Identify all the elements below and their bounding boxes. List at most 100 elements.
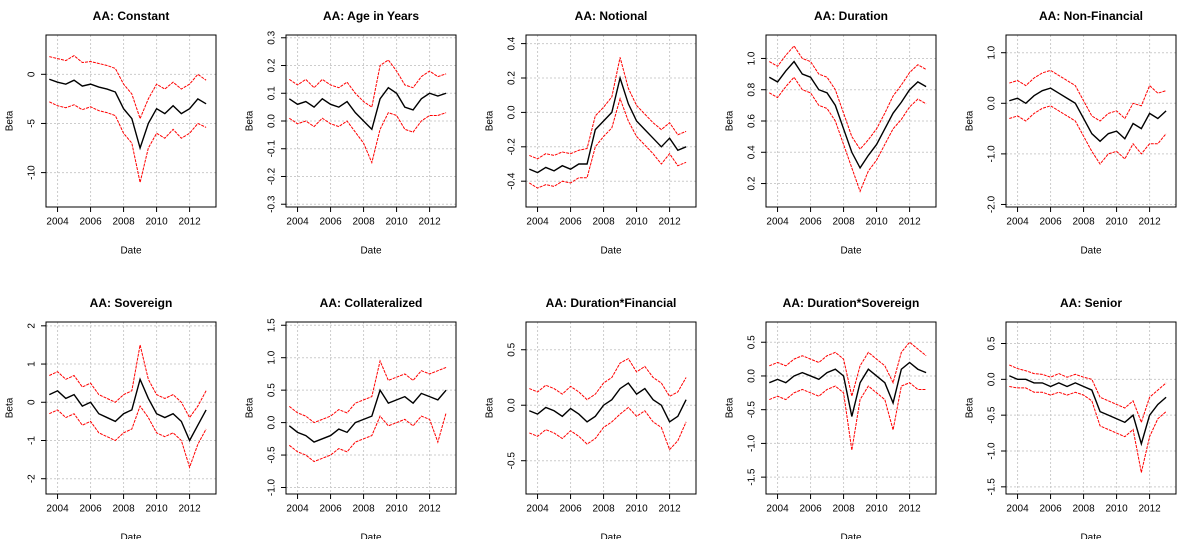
panel-title: AA: Duration*Sovereign <box>783 296 920 310</box>
series-line <box>529 75 687 174</box>
plot-frame <box>525 34 697 208</box>
y-tick-label: 1.5 <box>267 318 278 332</box>
series-line <box>1009 364 1167 424</box>
plot-frame <box>765 321 937 495</box>
x-tick-label: 2012 <box>658 504 681 515</box>
panel-title: AA: Notional <box>575 9 648 23</box>
y-tick-label: -10 <box>27 165 38 180</box>
y-axis-label: Beta <box>245 110 256 131</box>
x-axis-label: Date <box>120 246 142 257</box>
y-tick-label: -1.5 <box>987 478 998 496</box>
y-tick-label: 0.8 <box>747 82 758 96</box>
x-axis-label: Date <box>600 246 622 257</box>
series-line <box>49 344 207 419</box>
x-tick-label: 2008 <box>112 504 135 515</box>
series-line <box>1009 87 1167 143</box>
y-tick-label: -0.5 <box>747 401 758 419</box>
y-tick-label: -1.0 <box>987 145 998 163</box>
y-tick-label: 0.3 <box>267 30 278 44</box>
x-tick-label: 2010 <box>625 504 648 515</box>
x-tick-label: 2006 <box>559 504 582 515</box>
y-tick-label: 0.0 <box>507 398 518 412</box>
y-tick-label: -2.0 <box>987 195 998 213</box>
y-axis-label: Beta <box>5 397 16 418</box>
plot-frame <box>45 321 217 495</box>
x-tick-label: 2010 <box>385 217 408 228</box>
panel-title: AA: Duration <box>814 9 888 23</box>
y-tick-label: 0.0 <box>267 415 278 429</box>
y-tick-label: -0.5 <box>507 452 518 470</box>
y-tick-label: 1.0 <box>747 51 758 65</box>
x-tick-label: 2006 <box>559 217 582 228</box>
y-tick-label: 0.0 <box>747 369 758 383</box>
x-tick-label: 2006 <box>799 504 822 515</box>
x-tick-label: 2012 <box>898 504 921 515</box>
y-tick-label: 0.4 <box>747 145 758 159</box>
x-tick-label: 2004 <box>46 217 69 228</box>
plot-frame <box>285 321 457 495</box>
y-tick-label: 0.0 <box>987 372 998 386</box>
x-tick-label: 2010 <box>385 504 408 515</box>
x-tick-label: 2004 <box>766 504 789 515</box>
x-axis-label: Date <box>1080 533 1102 539</box>
series-line <box>769 45 927 150</box>
series-line <box>529 406 687 451</box>
panel-title: AA: Constant <box>93 9 170 23</box>
x-tick-label: 2012 <box>178 504 201 515</box>
x-tick-label: 2010 <box>145 217 168 228</box>
plot-frame <box>285 34 457 208</box>
y-axis-label: Beta <box>485 110 496 131</box>
y-tick-label: 0.5 <box>267 383 278 397</box>
y-tick-label: -1 <box>27 436 38 445</box>
y-tick-label: -0.1 <box>267 140 278 158</box>
y-tick-label: 2 <box>27 323 38 329</box>
x-tick-label: 2008 <box>592 217 615 228</box>
y-tick-label: -1.0 <box>747 434 758 452</box>
x-axis-label: Date <box>1080 246 1102 257</box>
x-axis-label: Date <box>840 533 862 539</box>
y-tick-label: -1.0 <box>267 478 278 496</box>
x-tick-label: 2004 <box>286 217 309 228</box>
y-tick-label: -1.5 <box>747 468 758 486</box>
x-tick-label: 2012 <box>1138 504 1161 515</box>
y-tick-label: -0.5 <box>987 406 998 424</box>
x-tick-label: 2010 <box>1105 217 1128 228</box>
y-tick-label: 0.2 <box>507 71 518 85</box>
x-tick-label: 2008 <box>352 217 375 228</box>
panel-title: AA: Senior <box>1060 296 1122 310</box>
panel-title: AA: Age in Years <box>323 9 419 23</box>
x-tick-label: 2004 <box>1006 504 1029 515</box>
x-tick-label: 2006 <box>799 217 822 228</box>
y-tick-label: 0.4 <box>507 36 518 50</box>
x-tick-label: 2004 <box>526 504 549 515</box>
y-axis-label: Beta <box>965 110 976 131</box>
y-axis-label: Beta <box>485 397 496 418</box>
x-tick-label: 2008 <box>832 504 855 515</box>
series-line <box>529 97 687 189</box>
x-tick-label: 2008 <box>352 504 375 515</box>
x-tick-label: 2008 <box>1072 504 1095 515</box>
y-axis-label: Beta <box>725 397 736 418</box>
y-tick-label: 0.5 <box>747 335 758 349</box>
x-tick-label: 2010 <box>145 504 168 515</box>
series-line <box>769 361 927 417</box>
x-tick-label: 2006 <box>319 217 342 228</box>
y-axis-label: Beta <box>965 397 976 418</box>
y-tick-label: 0.0 <box>267 114 278 128</box>
x-tick-label: 2012 <box>1138 217 1161 228</box>
y-tick-label: 1.0 <box>267 350 278 364</box>
y-tick-label: 0.2 <box>747 176 758 190</box>
series-line <box>49 101 207 183</box>
series-line <box>289 59 447 108</box>
x-tick-label: 2004 <box>286 504 309 515</box>
y-tick-label: 0.5 <box>987 336 998 350</box>
x-tick-label: 2012 <box>418 504 441 515</box>
plot-frame <box>525 321 697 495</box>
x-tick-label: 2004 <box>46 504 69 515</box>
series-line <box>288 412 447 463</box>
x-axis-label: Date <box>600 533 622 539</box>
series-line <box>529 57 687 160</box>
y-tick-label: 1 <box>27 361 38 367</box>
series-line <box>49 405 207 469</box>
series-line <box>769 76 927 193</box>
